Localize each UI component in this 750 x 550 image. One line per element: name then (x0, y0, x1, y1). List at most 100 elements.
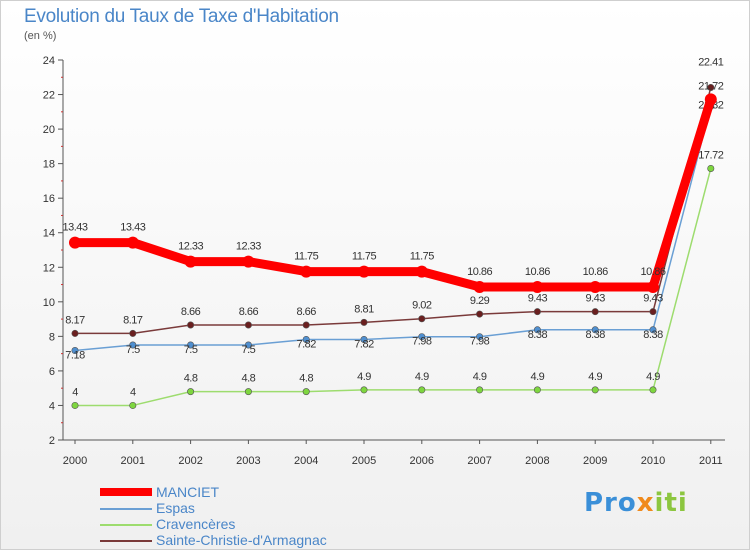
y-tick-label: 12 (43, 262, 55, 274)
data-label-cravenc-res: 4 (72, 386, 78, 398)
data-point-manciet (647, 280, 659, 293)
data-label-espas: 7.5 (242, 344, 256, 356)
data-point-manciet (300, 265, 313, 278)
legend-label-cravenceres: Cravencères (156, 516, 236, 532)
legend-label-manciet: MANCIET (156, 484, 219, 500)
x-tick-label: 2002 (178, 455, 202, 467)
data-point-manciet (184, 255, 197, 268)
data-label-manciet: 10.86 (583, 266, 608, 278)
series-line-sainte-christie-d-armagnac (74, 86, 712, 335)
data-point-cravenc-res (533, 386, 541, 394)
y-tick-label: 20 (43, 124, 55, 136)
legend-swatch-manciet (100, 488, 152, 496)
data-label-cravenc-res: 17.72 (698, 149, 723, 161)
y-tick-label: 22 (43, 90, 55, 102)
data-label-sainte-christie-d-armagnac: 9.29 (470, 295, 490, 307)
data-point-espas (360, 335, 368, 343)
legend-label-sainte-christie: Sainte-Christie-d'Armagnac (156, 532, 327, 548)
data-point-cravenc-res (418, 386, 426, 394)
data-label-sainte-christie-d-armagnac: 22.41 (698, 56, 723, 68)
data-label-espas: 8.38 (528, 329, 548, 341)
data-point-manciet (531, 280, 544, 293)
data-label-espas: 7.82 (354, 338, 374, 350)
data-label-cravenc-res: 4.9 (473, 371, 487, 383)
data-label-espas: 7.98 (470, 336, 490, 348)
data-label-manciet: 13.43 (120, 222, 145, 234)
x-tick-label: 2009 (583, 455, 607, 467)
data-point-manciet (69, 236, 81, 249)
y-tick-label: 4 (49, 400, 55, 412)
x-tick-label: 2006 (410, 455, 434, 467)
data-point-sainte-christie-d-armagnac (129, 329, 137, 337)
proxiti-logo: Proxiti (584, 488, 688, 518)
data-label-manciet: 12.33 (178, 241, 203, 253)
data-point-sainte-christie-d-armagnac (476, 310, 484, 318)
data-point-manciet (242, 255, 255, 268)
data-label-sainte-christie-d-armagnac: 8.81 (354, 303, 374, 315)
x-tick-label: 2005 (352, 455, 376, 467)
data-label-cravenc-res: 4.8 (299, 373, 313, 385)
series-line-cravenc-res (74, 167, 712, 407)
x-tick-label: 2008 (525, 455, 549, 467)
data-point-cravenc-res (360, 386, 368, 394)
data-label-espas: 7.18 (65, 350, 85, 362)
data-point-espas (649, 326, 657, 334)
data-point-sainte-christie-d-armagnac (187, 321, 195, 329)
x-tick-label: 2010 (641, 455, 665, 467)
data-point-manciet (473, 280, 486, 293)
data-label-espas: 7.98 (412, 336, 432, 348)
data-label-sainte-christie-d-armagnac: 9.43 (585, 293, 605, 305)
data-label-espas: 8.38 (585, 329, 605, 341)
x-tick-label: 2011 (699, 455, 723, 467)
data-point-sainte-christie-d-armagnac (533, 308, 541, 316)
data-label-manciet: 12.33 (236, 241, 261, 253)
data-label-manciet: 11.75 (352, 251, 377, 263)
data-label-espas: 7.5 (184, 344, 198, 356)
y-tick-label: 8 (49, 331, 55, 343)
data-label-manciet: 10.86 (467, 266, 492, 278)
data-label-cravenc-res: 4 (130, 386, 136, 398)
data-point-manciet (358, 265, 370, 278)
y-tick-label: 2 (49, 435, 55, 447)
chart-subtitle: (en %) (24, 30, 57, 42)
data-point-sainte-christie-d-armagnac (591, 308, 599, 316)
legend-label-espas: Espas (156, 500, 195, 516)
x-tick-label: 2000 (63, 455, 87, 467)
data-point-cravenc-res (476, 386, 484, 394)
x-tick-label: 2003 (236, 455, 260, 467)
data-label-manciet: 13.43 (62, 222, 87, 234)
data-label-manciet: 11.75 (410, 251, 435, 263)
data-label-cravenc-res: 4.9 (646, 371, 660, 383)
plot-area: 4 4 4.8 4.8 4.8 4.9 4.9 4.9 4.9 4.9 4.9 17.72 7.18 7.… (62, 56, 724, 409)
data-point-espas (533, 326, 541, 334)
data-point-espas (71, 347, 79, 355)
series-line-espas (74, 105, 712, 352)
y-tick-label: 14 (43, 228, 55, 240)
data-point-sainte-christie-d-armagnac (71, 329, 79, 337)
data-label-sainte-christie-d-armagnac: 8.66 (181, 306, 201, 318)
data-label-espas: 8.38 (643, 329, 663, 341)
data-point-espas (244, 341, 252, 349)
data-point-sainte-christie-d-armagnac (244, 321, 252, 329)
x-tick-label: 2007 (467, 455, 491, 467)
series-line-manciet (70, 94, 716, 292)
data-point-cravenc-res (302, 388, 310, 396)
data-label-sainte-christie-d-armagnac: 8.17 (123, 314, 143, 326)
data-point-sainte-christie-d-armagnac (302, 321, 310, 329)
data-point-sainte-christie-d-armagnac (418, 315, 426, 323)
data-label-sainte-christie-d-armagnac: 9.43 (643, 293, 663, 305)
data-label-sainte-christie-d-armagnac: 8.17 (65, 314, 85, 326)
data-point-manciet (126, 236, 139, 249)
data-label-espas: 7.82 (296, 338, 316, 350)
data-label-manciet: 10.86 (640, 266, 665, 278)
y-tick-label: 24 (43, 55, 55, 67)
data-point-espas (418, 333, 426, 341)
data-point-cravenc-res (129, 401, 137, 409)
data-point-cravenc-res (71, 401, 79, 409)
data-point-espas (129, 341, 137, 349)
legend-swatch-espas (100, 508, 152, 510)
data-point-manciet (589, 280, 602, 293)
data-label-sainte-christie-d-armagnac: 9.43 (528, 293, 548, 305)
